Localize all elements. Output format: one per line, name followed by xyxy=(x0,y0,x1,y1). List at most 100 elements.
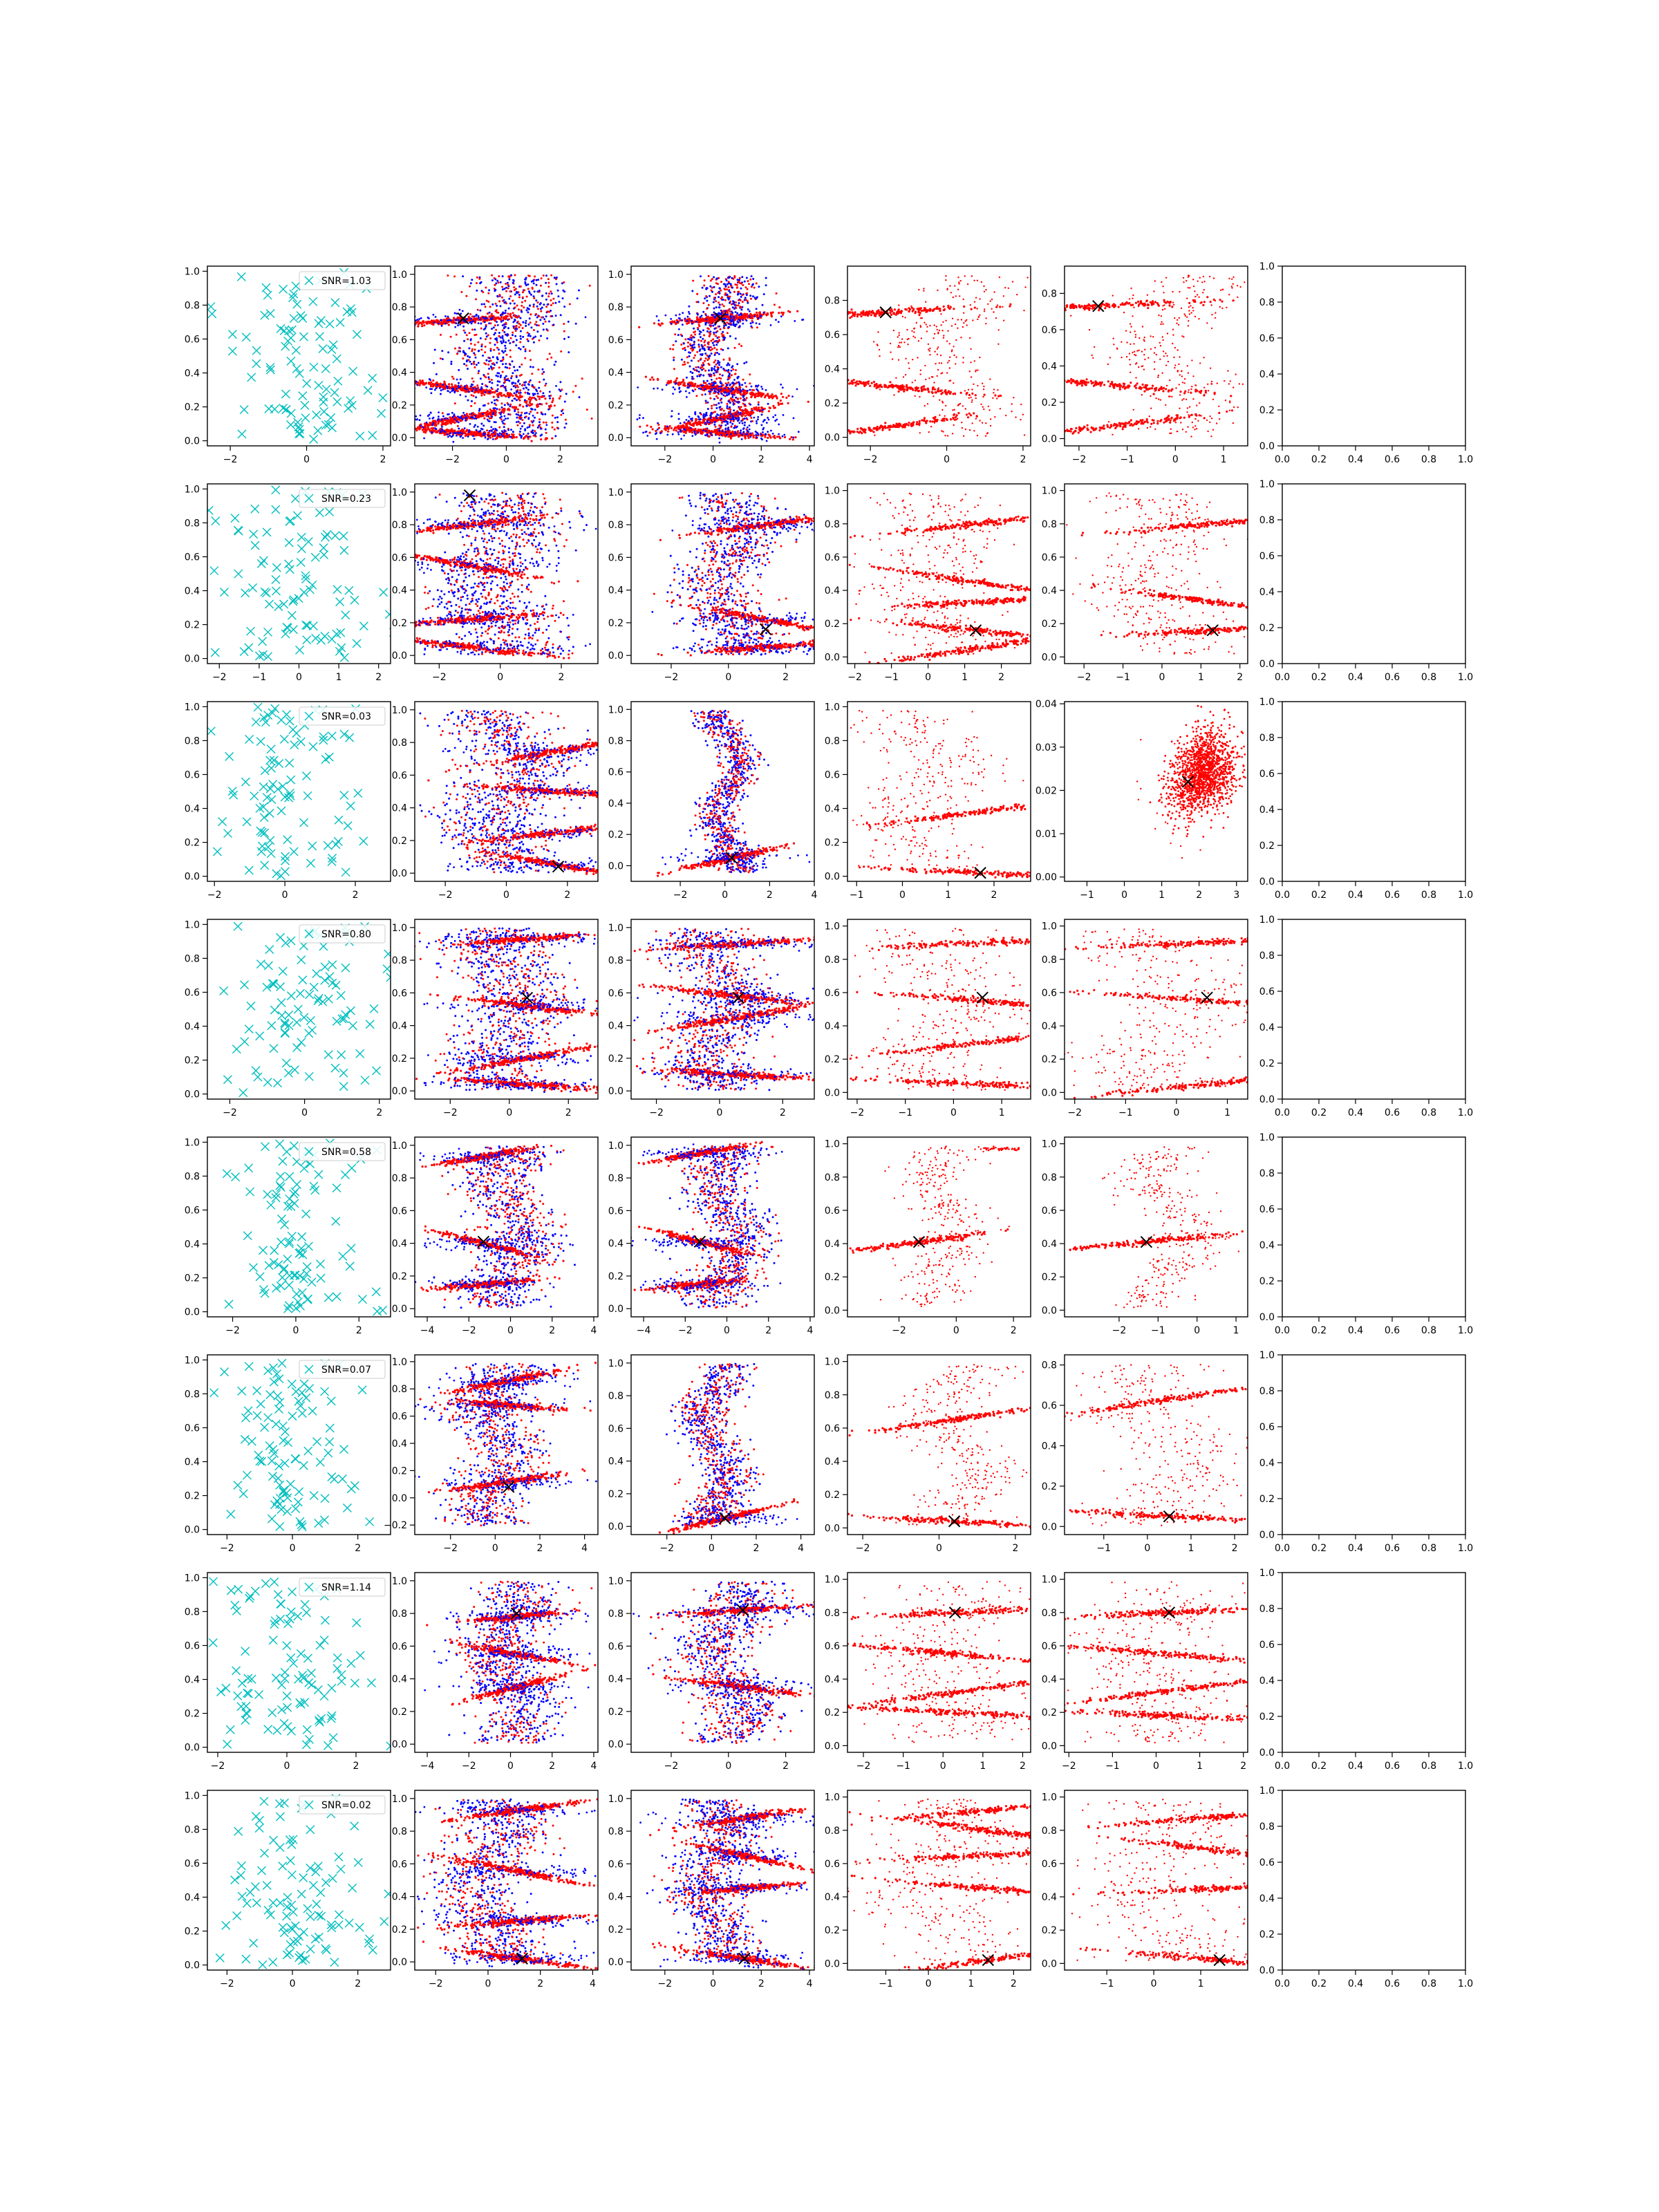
red-point xyxy=(512,299,514,302)
blue-point xyxy=(762,293,765,296)
blue-point xyxy=(511,360,514,363)
blue-point xyxy=(467,368,469,370)
blue-point xyxy=(775,319,777,321)
blue-point xyxy=(709,373,711,376)
red-point xyxy=(492,362,495,365)
blue-point xyxy=(517,420,520,423)
blue-point xyxy=(525,309,528,312)
blue-point xyxy=(706,299,709,302)
red-point xyxy=(697,339,700,341)
blue-point xyxy=(538,386,541,389)
red-point xyxy=(516,424,519,427)
cyan-point xyxy=(263,290,272,300)
red-point xyxy=(709,349,712,352)
blue-point xyxy=(731,387,733,390)
blue-point xyxy=(729,291,731,294)
blue-point xyxy=(491,317,494,319)
red-point xyxy=(539,390,542,393)
red-point xyxy=(741,315,744,317)
blue-point xyxy=(688,420,690,422)
red-point xyxy=(435,423,438,426)
red-point xyxy=(684,384,686,387)
red-point xyxy=(993,311,995,313)
blue-point xyxy=(496,388,499,391)
blue-point xyxy=(485,317,488,319)
red-point xyxy=(971,275,973,277)
red-point xyxy=(552,302,554,305)
blue-point xyxy=(740,287,742,290)
red-point xyxy=(473,363,476,366)
blue-point xyxy=(749,388,751,391)
blue-point xyxy=(725,420,728,422)
red-point xyxy=(503,381,506,384)
blue-point xyxy=(726,364,729,366)
red-point xyxy=(470,342,472,345)
red-point xyxy=(410,427,412,429)
blue-point xyxy=(458,386,460,388)
scatter-points xyxy=(631,274,814,444)
blue-point xyxy=(465,395,467,397)
blue-point xyxy=(666,433,669,436)
red-point xyxy=(704,359,706,362)
red-point xyxy=(526,338,529,341)
red-point xyxy=(919,373,921,375)
blue-point xyxy=(405,418,407,420)
red-point xyxy=(509,349,512,352)
blue-point xyxy=(735,396,738,399)
blue-point xyxy=(501,324,504,326)
red-point xyxy=(471,350,474,353)
red-point xyxy=(735,315,738,319)
red-point xyxy=(1013,397,1015,399)
red-point xyxy=(684,431,687,433)
blue-point xyxy=(726,384,729,386)
blue-point xyxy=(511,382,514,384)
red-point xyxy=(494,302,497,305)
blue-point xyxy=(711,341,714,344)
red-point xyxy=(494,324,496,327)
blue-point xyxy=(471,390,474,393)
red-point xyxy=(711,286,713,289)
blue-point xyxy=(474,356,477,359)
blue-point xyxy=(657,422,659,424)
blue-point xyxy=(456,312,458,315)
red-point xyxy=(526,331,529,334)
blue-point xyxy=(491,303,494,306)
red-point xyxy=(494,438,497,440)
red-point xyxy=(756,395,759,397)
blue-point xyxy=(753,315,756,318)
red-point xyxy=(709,385,712,388)
blue-point xyxy=(500,406,503,409)
blue-point xyxy=(732,403,735,406)
blue-point xyxy=(792,417,795,420)
blue-point xyxy=(686,386,688,389)
blue-point xyxy=(539,434,542,437)
blue-point xyxy=(492,411,495,414)
red-point xyxy=(431,385,435,388)
blue-point xyxy=(528,413,531,415)
red-point xyxy=(415,429,418,432)
blue-point xyxy=(404,315,406,317)
red-point xyxy=(505,395,507,398)
red-point xyxy=(878,348,881,351)
blue-point xyxy=(664,314,667,317)
red-point xyxy=(407,427,409,429)
blue-point xyxy=(559,381,562,384)
red-point xyxy=(732,368,735,371)
blue-point xyxy=(556,421,559,424)
red-point xyxy=(893,394,895,396)
red-point xyxy=(507,435,509,438)
blue-point xyxy=(693,430,695,433)
blue-point xyxy=(500,415,503,418)
blue-point xyxy=(516,369,519,371)
red-point xyxy=(993,392,995,394)
red-point xyxy=(721,303,724,306)
red-point xyxy=(433,383,436,386)
blue-point xyxy=(757,389,759,392)
blue-point xyxy=(456,431,459,434)
blue-point xyxy=(713,372,715,375)
red-point xyxy=(704,402,707,404)
blue-point xyxy=(532,429,534,432)
blue-point xyxy=(538,402,541,405)
blue-point xyxy=(458,368,460,371)
red-point xyxy=(745,397,748,400)
